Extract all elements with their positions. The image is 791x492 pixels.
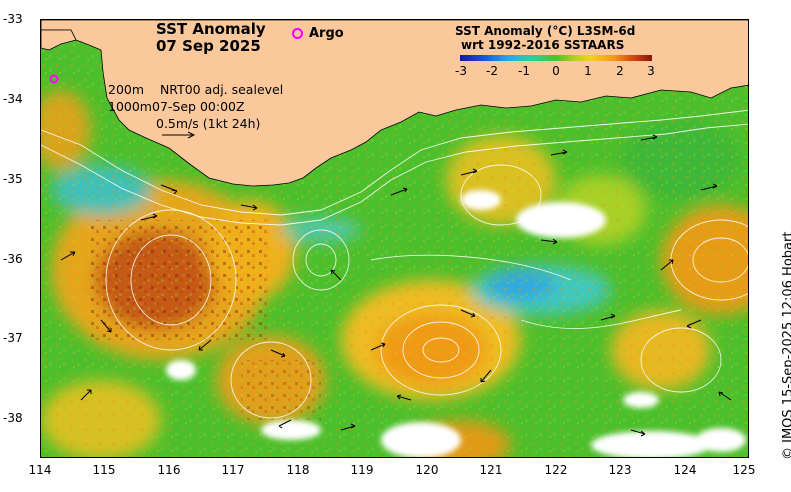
lon-tick-label: 115 xyxy=(92,463,116,477)
argo-legend: Argo xyxy=(292,26,344,41)
lon-tick-label: 120 xyxy=(415,463,439,477)
map-panel xyxy=(40,19,749,458)
lat-tick-label: -33 xyxy=(3,12,23,26)
colorbar-tick: 3 xyxy=(647,64,655,78)
lat-tick-label: -37 xyxy=(3,331,23,345)
isobath-1000m xyxy=(41,123,748,226)
datetime-label: 07-Sep 00:00Z xyxy=(152,99,245,114)
colorbar-tick: 0 xyxy=(552,64,560,78)
lon-tick-label: 114 xyxy=(28,463,52,477)
lon-tick-label: 119 xyxy=(350,463,374,477)
lon-tick-label: 118 xyxy=(286,463,310,477)
title-line-1: SST Anomaly xyxy=(156,20,266,38)
lat-tick-label: -34 xyxy=(3,92,23,106)
isobath-200m xyxy=(41,109,748,216)
sst-anomaly-map xyxy=(41,20,748,457)
lon-tick-label: 123 xyxy=(608,463,632,477)
lat-tick-label: -36 xyxy=(3,252,23,266)
colorbar xyxy=(460,55,652,61)
lon-tick-label: 125 xyxy=(732,463,756,477)
lat-tick-label: -35 xyxy=(3,172,23,186)
sst-texture-warm-2 xyxy=(241,360,321,420)
argo-ring-icon xyxy=(292,28,303,39)
product-label: NRT00 adj. sealevel xyxy=(159,82,284,97)
argo-label: Argo xyxy=(309,26,344,41)
copyright-credit: © IMOS 15-Sep-2025 12:06 Hobart xyxy=(781,231,791,460)
lon-tick-label: 121 xyxy=(479,463,503,477)
cloud-mask xyxy=(166,190,746,457)
land-mass-west xyxy=(41,29,77,51)
isobath-200m-label: 200m xyxy=(108,82,145,97)
colorbar-tick: -2 xyxy=(486,64,498,78)
sst-texture-warm xyxy=(91,220,271,340)
lon-tick-label: 117 xyxy=(221,463,245,477)
land-mass xyxy=(41,20,748,187)
colorbar-tick: 2 xyxy=(616,64,624,78)
colorbar-title-line-1: SST Anomaly (°C) L3SM-6d xyxy=(455,24,636,38)
isobath-1000m-label: 1000m xyxy=(108,99,152,114)
colorbar-title: SST Anomaly (°C) L3SM-6d wrt 1992-2016 S… xyxy=(455,24,635,52)
lon-tick-label: 122 xyxy=(544,463,568,477)
argo-float-marker xyxy=(49,74,59,84)
velocity-scale-arrow-icon xyxy=(162,131,196,139)
title-date: 07 Sep 2025 xyxy=(156,37,261,55)
colorbar-title-line-2: wrt 1992-2016 SSTAARS xyxy=(461,38,625,52)
colorbar-tick: 1 xyxy=(584,64,592,78)
info-block: 200m NRT00 adj. sealevel 1000m07-Sep 00:… xyxy=(108,81,283,132)
velocity-scale-label: 0.5m/s (1kt 24h) xyxy=(156,116,261,131)
lon-tick-label: 124 xyxy=(673,463,697,477)
colorbar-tick: -3 xyxy=(455,64,467,78)
lon-tick-label: 116 xyxy=(157,463,181,477)
map-title: SST Anomaly 07 Sep 2025 xyxy=(156,21,266,55)
lat-tick-label: -38 xyxy=(3,411,23,425)
current-vectors xyxy=(60,134,732,437)
colorbar-tick: -1 xyxy=(518,64,530,78)
